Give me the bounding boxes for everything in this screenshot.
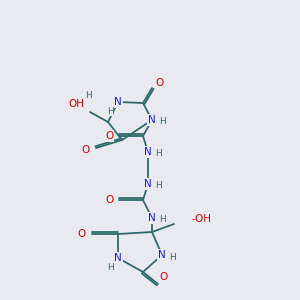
Text: O: O — [159, 272, 167, 282]
Text: O: O — [78, 229, 86, 239]
Text: OH: OH — [68, 99, 84, 109]
Text: N: N — [148, 115, 156, 125]
Text: O: O — [82, 145, 90, 155]
Text: O: O — [156, 78, 164, 88]
Text: -OH: -OH — [192, 214, 212, 224]
Text: H: H — [169, 253, 176, 262]
Text: H: H — [106, 262, 113, 272]
Text: N: N — [158, 250, 166, 260]
Text: N: N — [114, 97, 122, 107]
Text: N: N — [114, 253, 122, 263]
Text: N: N — [144, 147, 152, 157]
Text: O: O — [105, 195, 113, 205]
Text: N: N — [148, 213, 156, 223]
Text: H: H — [159, 215, 165, 224]
Text: H: H — [106, 106, 113, 116]
Text: H: H — [85, 92, 92, 100]
Text: N: N — [148, 115, 156, 125]
Text: H: H — [159, 118, 165, 127]
Text: H: H — [154, 149, 161, 158]
Text: N: N — [144, 179, 152, 189]
Text: H: H — [159, 118, 165, 127]
Text: O: O — [105, 131, 113, 141]
Text: H: H — [154, 182, 161, 190]
